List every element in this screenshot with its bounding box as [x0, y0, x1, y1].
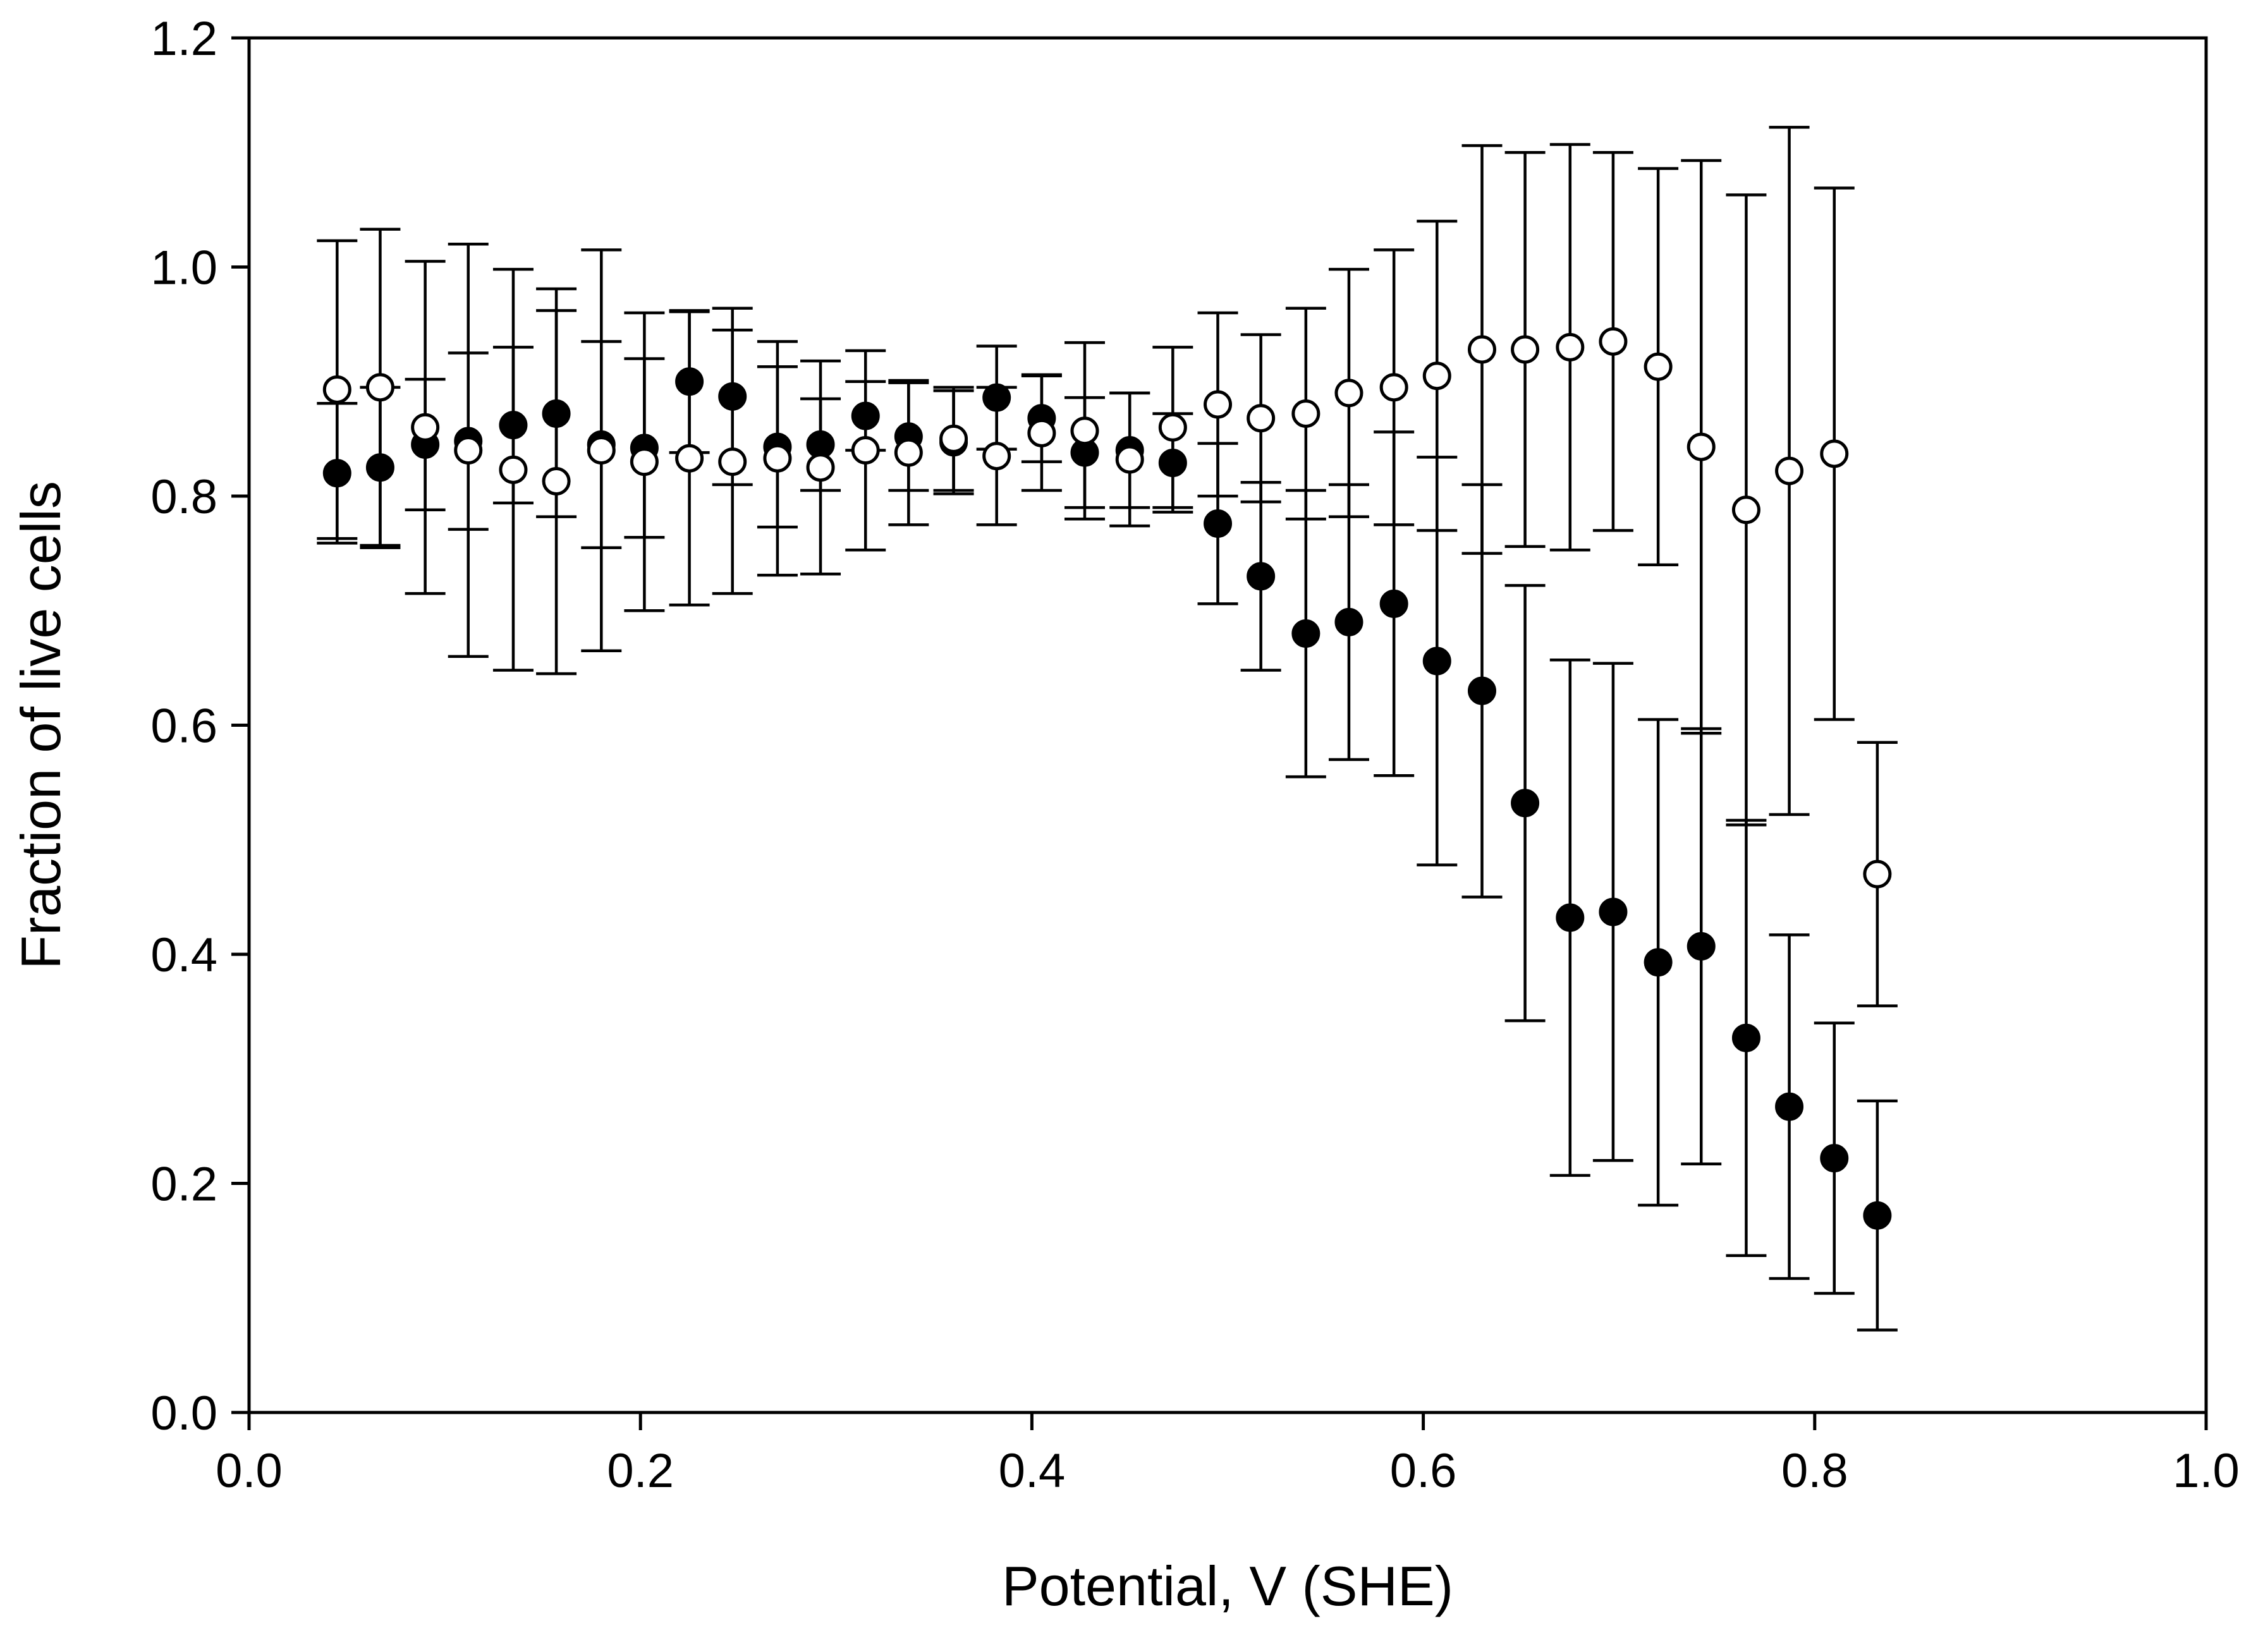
plot-frame — [247, 36, 2208, 1414]
y-tick-label: 0.2 — [150, 1158, 217, 1212]
data-point-open — [411, 413, 440, 442]
data-point-open — [1687, 432, 1716, 461]
data-point-open — [806, 453, 835, 482]
points-open — [322, 327, 1892, 889]
y-axis-title: Fraction of live cells — [9, 481, 72, 969]
axis-ticks: 0.0 0.2 0.4 0.6 0.8 1.0 0.0 0.2 0.4 0.6 0.8 1.0 1.2 — [150, 12, 2239, 1498]
data-point-filled — [982, 383, 1011, 412]
data-point-open — [1070, 416, 1099, 446]
points-filled — [322, 367, 1892, 1230]
data-point-filled — [1379, 589, 1408, 618]
data-point-open — [675, 444, 704, 473]
series-filled — [317, 307, 1898, 1332]
data-point-open — [763, 444, 792, 473]
y-tick-label: 0.8 — [150, 470, 217, 524]
y-tick-label: 1.0 — [150, 241, 217, 295]
data-point-open — [1204, 390, 1233, 419]
x-axis-title: Potential, V (SHE) — [1002, 1555, 1453, 1617]
y-tick-label: 0.6 — [150, 700, 217, 753]
data-point-open — [587, 436, 616, 465]
data-point-open — [851, 436, 880, 465]
data-point-open — [365, 373, 394, 402]
data-point-filled — [851, 401, 880, 430]
data-point-open — [1556, 332, 1585, 361]
data-point-open — [1422, 361, 1451, 391]
data-point-open — [1027, 418, 1056, 447]
data-point-filled — [1731, 1023, 1760, 1052]
data-point-open — [1158, 413, 1187, 442]
x-tick-label: 0.0 — [216, 1444, 283, 1498]
data-point-open — [1820, 439, 1849, 468]
data-point-filled — [1687, 932, 1716, 961]
data-point-open — [939, 424, 968, 453]
data-point-open — [630, 447, 659, 477]
data-point-filled — [365, 453, 394, 482]
data-point-open — [1334, 379, 1363, 408]
data-point-open — [542, 466, 571, 495]
data-point-filled — [1467, 676, 1496, 705]
data-point-filled — [1820, 1144, 1849, 1173]
series-open — [317, 126, 1898, 1007]
data-point-filled — [1247, 562, 1276, 591]
data-point-filled — [1158, 448, 1187, 477]
data-point-open — [1863, 859, 1892, 889]
data-point-filled — [499, 411, 528, 440]
data-point-open — [718, 447, 747, 477]
data-point-open — [1291, 399, 1321, 428]
data-point-open — [1599, 327, 1628, 356]
data-point-filled — [675, 367, 704, 396]
data-point-filled — [1556, 903, 1585, 932]
data-point-filled — [1291, 619, 1321, 648]
x-tick-label: 0.2 — [607, 1444, 674, 1498]
y-tick-label: 0.0 — [150, 1387, 217, 1440]
data-point-filled — [322, 459, 351, 488]
data-point-filled — [1775, 1092, 1804, 1121]
y-tick-label: 0.4 — [150, 928, 217, 982]
data-point-filled — [1644, 948, 1673, 977]
data-point-open — [454, 436, 483, 465]
data-point-open — [1115, 445, 1144, 474]
data-point-open — [322, 375, 351, 404]
data-point-open — [1467, 335, 1496, 364]
data-point-open — [1775, 456, 1804, 485]
x-tick-label: 0.4 — [999, 1444, 1066, 1498]
data-point-filled — [542, 399, 571, 428]
y-tick-label: 1.2 — [150, 12, 217, 66]
x-tick-label: 0.6 — [1390, 1444, 1457, 1498]
data-point-open — [982, 442, 1011, 471]
data-point-filled — [1863, 1201, 1892, 1230]
data-point-open — [1379, 373, 1408, 402]
chart-marks — [317, 126, 1898, 1332]
data-point-filled — [1599, 897, 1628, 926]
data-point-filled — [1422, 647, 1451, 676]
x-tick-label: 0.8 — [1781, 1444, 1848, 1498]
data-point-open — [1247, 404, 1276, 433]
data-point-open — [1644, 352, 1673, 381]
x-tick-label: 1.0 — [2173, 1444, 2240, 1498]
data-point-filled — [1511, 789, 1540, 818]
data-point-filled — [1204, 509, 1233, 538]
data-point-open — [894, 438, 923, 467]
data-point-filled — [718, 382, 747, 411]
data-point-open — [499, 455, 528, 484]
data-point-open — [1511, 335, 1540, 364]
data-point-filled — [1334, 607, 1363, 636]
data-point-open — [1731, 495, 1760, 525]
